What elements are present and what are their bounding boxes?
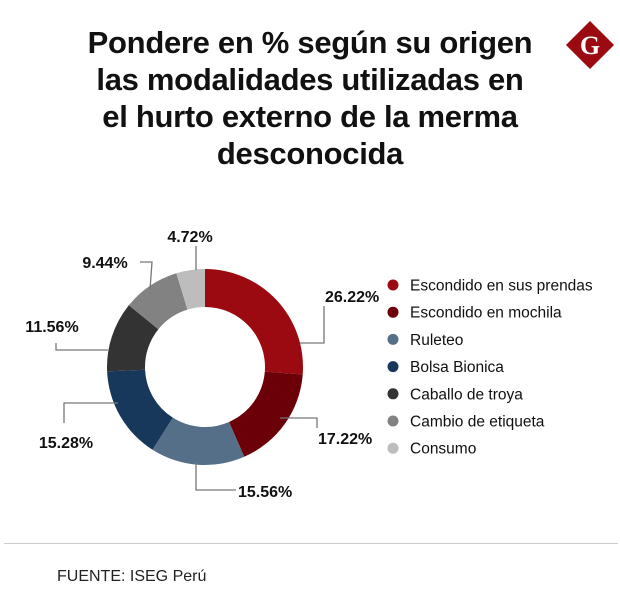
donut-slice	[128, 273, 188, 330]
leader-line	[140, 261, 153, 291]
leader-line	[195, 462, 236, 491]
data-label: 9.44%	[82, 255, 127, 272]
data-label: 15.28%	[39, 435, 93, 452]
legend-marker	[387, 333, 399, 345]
legend-label: Bolsa Bionica	[410, 359, 504, 376]
data-label: 4.72%	[167, 229, 212, 246]
svg-text:G: G	[580, 31, 600, 60]
leader-line	[280, 417, 318, 428]
legend-label: Caballo de troya	[410, 386, 523, 403]
data-label: 17.22%	[318, 431, 372, 448]
donut-slice	[152, 417, 245, 466]
donut-slice	[205, 269, 304, 375]
title-line: desconocida	[216, 136, 404, 171]
title-line: Pondere en % según su origen	[87, 25, 533, 60]
donut-slice	[107, 369, 173, 450]
legend-marker	[387, 306, 399, 318]
data-label: 26.22%	[325, 289, 379, 306]
legend-label: Cambio de etiqueta	[410, 414, 545, 431]
donut-slice	[229, 371, 303, 457]
legend-marker	[387, 442, 399, 454]
legend-marker	[387, 415, 399, 427]
donut-chart: 26.22% 17.22% 15.56% 15.28% 11.56% 9.44% 4.72%…	[25, 229, 593, 501]
donut-slice	[107, 305, 159, 372]
title-line: el hurto externo de la merma	[102, 99, 518, 134]
data-label: 15.56%	[238, 484, 292, 501]
legend-marker	[387, 279, 399, 291]
legend-label: Consumo	[410, 441, 476, 458]
data-label: 11.56%	[25, 319, 78, 336]
logo-icon: G	[565, 20, 615, 70]
donut-slice	[176, 269, 205, 310]
legend-marker	[387, 361, 399, 373]
leader-line	[300, 306, 325, 344]
legend-label: Ruleteo	[410, 332, 463, 349]
leader-line	[63, 402, 118, 423]
legend-label: Escondido en sus prendas	[410, 278, 593, 295]
source-note: FUENTE: ISEG Perú	[57, 568, 207, 585]
leader-line	[55, 343, 108, 351]
chart-title: Pondere en % según su origen las modalid…	[40, 24, 580, 172]
title-line: las modalidades utilizadas en	[96, 62, 524, 97]
divider	[4, 543, 618, 544]
legend-label: Escondido en mochila	[410, 305, 562, 322]
legend-marker	[387, 388, 399, 400]
